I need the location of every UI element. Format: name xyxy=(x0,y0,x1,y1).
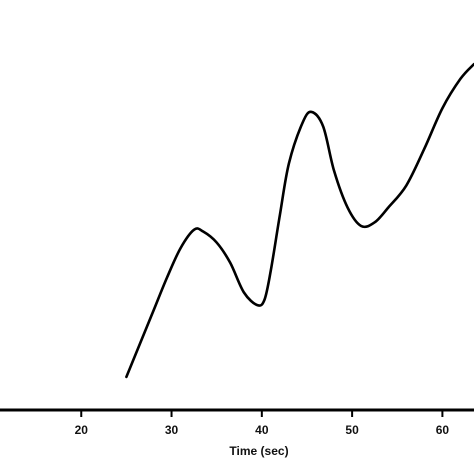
x-axis-ticks: 20 30 40 50 60 xyxy=(75,410,450,437)
x-tick-label: 40 xyxy=(255,423,269,437)
x-tick-label: 50 xyxy=(345,423,359,437)
x-tick-label: 60 xyxy=(436,423,450,437)
x-tick-label: 30 xyxy=(165,423,179,437)
plot-area xyxy=(125,62,474,379)
x-axis-title: Time (sec) xyxy=(229,444,288,458)
x-tick-label: 20 xyxy=(75,423,89,437)
series-line-0 xyxy=(125,62,474,379)
